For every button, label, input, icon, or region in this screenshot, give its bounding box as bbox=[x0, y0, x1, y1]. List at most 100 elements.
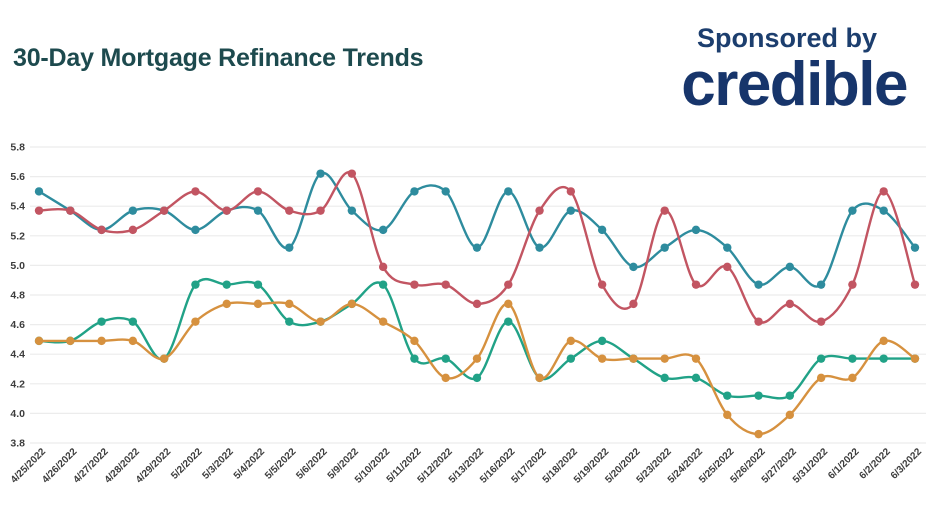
data-point-green bbox=[472, 373, 482, 383]
data-point-teal bbox=[691, 225, 701, 235]
data-point-orange bbox=[848, 373, 857, 383]
data-point-orange bbox=[691, 354, 701, 363]
data-point-teal bbox=[191, 225, 200, 235]
data-point-red bbox=[879, 187, 888, 196]
data-point-green bbox=[253, 280, 263, 289]
data-point-red bbox=[159, 206, 169, 215]
data-point-orange bbox=[472, 354, 482, 363]
data-point-orange bbox=[378, 317, 388, 326]
data-point-green bbox=[566, 354, 576, 363]
x-tick-label: 5/5/2022 bbox=[263, 446, 299, 482]
data-point-green bbox=[504, 317, 513, 326]
data-point-teal bbox=[378, 225, 388, 235]
data-point-teal bbox=[34, 187, 44, 196]
data-point-orange bbox=[347, 299, 357, 309]
data-point-green bbox=[441, 354, 450, 363]
data-point-red bbox=[441, 280, 450, 289]
x-tick-label: 5/3/2022 bbox=[201, 446, 237, 482]
x-tick-label: 4/29/2022 bbox=[134, 446, 174, 486]
data-point-orange bbox=[97, 336, 106, 346]
data-point-orange bbox=[597, 354, 607, 363]
data-point-red bbox=[347, 169, 357, 178]
data-point-red bbox=[629, 299, 638, 309]
data-point-red bbox=[785, 299, 795, 309]
data-point-teal bbox=[285, 243, 294, 252]
data-point-orange bbox=[285, 299, 294, 309]
data-point-teal bbox=[410, 187, 419, 196]
data-point-orange bbox=[879, 336, 888, 346]
sponsor-block: Sponsored by credible bbox=[587, 23, 908, 116]
y-tick-label: 5.4 bbox=[10, 201, 25, 213]
data-point-teal bbox=[253, 206, 263, 215]
data-point-orange bbox=[566, 336, 576, 346]
data-point-green bbox=[128, 317, 138, 326]
y-tick-label: 4.2 bbox=[10, 378, 25, 390]
data-point-orange bbox=[128, 336, 138, 346]
data-point-red bbox=[410, 280, 419, 289]
data-point-orange bbox=[441, 373, 450, 383]
data-point-red bbox=[128, 225, 138, 235]
data-point-red bbox=[222, 206, 231, 215]
data-point-red bbox=[848, 280, 857, 289]
data-point-teal bbox=[597, 225, 607, 235]
data-point-red bbox=[566, 187, 576, 196]
y-tick-label: 5.6 bbox=[10, 171, 25, 183]
data-point-red bbox=[191, 187, 200, 196]
data-point-red bbox=[472, 299, 482, 309]
data-point-orange bbox=[785, 410, 795, 420]
data-point-teal bbox=[629, 262, 638, 272]
data-point-green bbox=[754, 391, 763, 400]
y-tick-label: 4.4 bbox=[10, 349, 25, 361]
data-point-orange bbox=[660, 354, 669, 363]
data-point-green bbox=[97, 317, 106, 326]
data-point-teal bbox=[848, 206, 857, 215]
data-point-red bbox=[97, 225, 106, 235]
data-point-teal bbox=[316, 169, 325, 178]
y-tick-label: 4.6 bbox=[10, 319, 25, 331]
x-tick-label: 6/3/2022 bbox=[889, 446, 925, 482]
data-point-teal bbox=[816, 280, 826, 289]
data-point-green bbox=[691, 373, 701, 383]
data-point-red bbox=[723, 262, 732, 272]
data-point-orange bbox=[910, 354, 920, 363]
data-point-red bbox=[253, 187, 263, 196]
y-tick-label: 5.8 bbox=[10, 142, 25, 154]
data-point-green bbox=[191, 280, 200, 289]
y-tick-label: 4.8 bbox=[10, 290, 25, 302]
data-point-teal bbox=[879, 206, 888, 215]
data-point-red bbox=[691, 280, 701, 289]
data-point-green bbox=[597, 336, 607, 346]
data-point-red bbox=[597, 280, 607, 289]
data-point-green bbox=[378, 280, 388, 289]
y-tick-label: 4.0 bbox=[10, 408, 25, 420]
data-point-orange bbox=[253, 299, 263, 309]
x-tick-label: 5/6/2022 bbox=[294, 446, 330, 482]
data-point-red bbox=[535, 206, 544, 215]
data-point-teal bbox=[723, 243, 732, 252]
data-point-green bbox=[660, 373, 669, 383]
data-point-teal bbox=[504, 187, 513, 196]
data-point-green bbox=[785, 391, 795, 400]
data-point-teal bbox=[754, 280, 763, 289]
data-point-red bbox=[316, 206, 325, 215]
data-point-red bbox=[378, 262, 388, 272]
data-point-teal bbox=[347, 206, 357, 215]
data-point-orange bbox=[66, 336, 75, 346]
data-point-orange bbox=[723, 410, 732, 420]
series-line-teal bbox=[37, 171, 917, 288]
data-point-teal bbox=[472, 243, 482, 252]
x-tick-label: 5/31/2022 bbox=[791, 446, 831, 486]
data-point-green bbox=[222, 280, 231, 289]
data-point-red bbox=[754, 317, 763, 326]
page-title: 30-Day Mortgage Refinance Trends bbox=[13, 44, 424, 72]
data-point-orange bbox=[34, 336, 44, 346]
data-point-green bbox=[723, 391, 732, 400]
y-tick-label: 3.8 bbox=[10, 438, 25, 450]
data-point-red bbox=[910, 280, 920, 289]
data-point-red bbox=[66, 206, 75, 215]
data-point-red bbox=[34, 206, 44, 215]
y-tick-label: 5.2 bbox=[10, 230, 25, 242]
data-point-orange bbox=[629, 354, 638, 363]
sponsored-by-label: Sponsored by bbox=[696, 23, 877, 53]
